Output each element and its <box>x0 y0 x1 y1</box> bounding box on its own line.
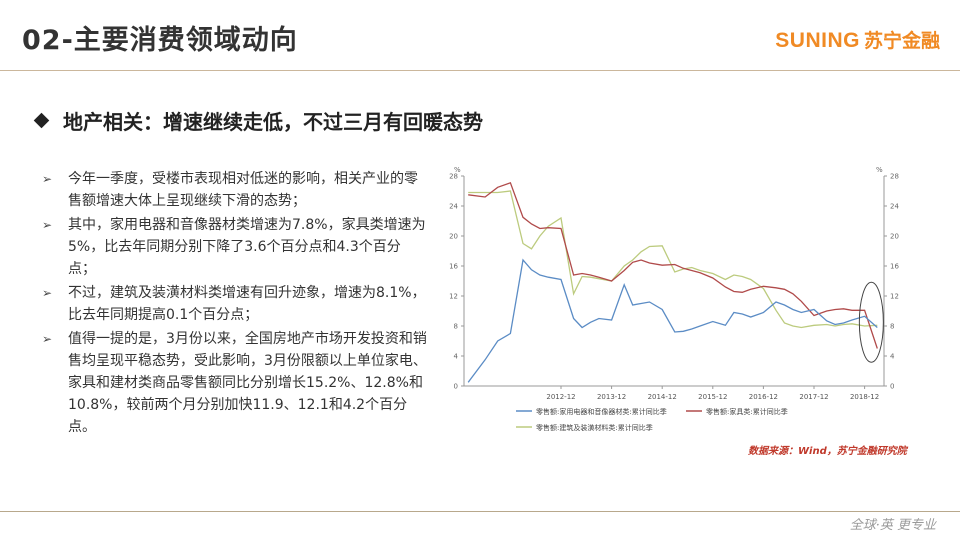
arrow-bullet-icon: ➢ <box>42 286 53 300</box>
bullet-text: 不过，建筑及装潢材料类增速有回升迹象，增速为8.1%，比去年同期提高0.1个百分… <box>68 285 426 323</box>
y-tick-label-left: 0 <box>454 383 458 391</box>
y-unit-right: % <box>876 166 883 174</box>
y-tick-label-right: 16 <box>890 263 899 271</box>
legend-label-0: 零售额:家用电器和音像器材类:累计同比季 <box>536 407 667 416</box>
highlight-ellipse <box>858 281 884 363</box>
subheading-text: 地产相关：增速继续走低，不过三月有回暖态势 <box>63 110 483 134</box>
page-title: 02-主要消费领域动向 <box>22 25 298 56</box>
legend-label-2: 零售额:建筑及装潢材料类:累计同比季 <box>536 423 653 432</box>
y-tick-label-left: 24 <box>449 203 458 211</box>
bullet-list: ➢ 今年一季度，受楼市表现相对低迷的影响，相关产业的零售额增速大体上呈现继续下滑… <box>42 168 427 440</box>
bullet-text: 今年一季度，受楼市表现相对低迷的影响，相关产业的零售额增速大体上呈现继续下滑的态… <box>68 171 418 209</box>
series-line-2 <box>468 190 878 329</box>
data-source-note: 数据来源：Wind，苏宁金融研究院 <box>748 446 907 457</box>
logo-text-en: SUNING <box>775 29 860 52</box>
list-item: ➢ 今年一季度，受楼市表现相对低迷的影响，相关产业的零售额增速大体上呈现继续下滑… <box>42 168 427 212</box>
suning-finance-logo: SUNING 苏宁金融 <box>775 26 940 53</box>
y-tick-label-right: 28 <box>890 173 899 181</box>
arrow-bullet-icon: ➢ <box>42 218 53 232</box>
x-tick-label: 2017-12 <box>799 393 828 401</box>
x-tick-label: 2015-12 <box>698 393 727 401</box>
legend-label-1: 零售额:家具类:累计同比季 <box>706 407 788 416</box>
y-tick-label-right: 20 <box>890 233 899 241</box>
y-unit-left: % <box>454 166 461 174</box>
footer-watermark: 全球·英 更专业 <box>849 518 936 533</box>
arrow-bullet-icon: ➢ <box>42 172 53 186</box>
y-tick-label-right: 4 <box>890 353 895 361</box>
y-tick-label-left: 28 <box>449 173 458 181</box>
y-tick-label-left: 12 <box>449 293 458 301</box>
diamond-bullet-icon <box>33 112 50 129</box>
y-tick-label-right: 8 <box>890 323 894 331</box>
y-tick-label-right: 24 <box>890 203 899 211</box>
series-line-0 <box>467 258 878 383</box>
y-tick-label-left: 16 <box>449 263 458 271</box>
y-tick-label-right: 12 <box>890 293 899 301</box>
x-tick-label: 2016-12 <box>749 393 778 401</box>
x-tick-label: 2013-12 <box>597 393 626 401</box>
footer-divider <box>0 511 960 512</box>
list-item: ➢ 值得一提的是，3月份以来，全国房地产市场开发投资和销售均呈现平稳态势，受此影… <box>42 328 427 438</box>
y-tick-label-left: 20 <box>449 233 458 241</box>
series-line-1 <box>468 181 878 349</box>
retail-growth-chart: %% 0 0 4 4 8 8 12 12 16 16 20 20 24 24 28 28 2012-12 2013-… <box>438 158 920 458</box>
y-tick-label-right: 0 <box>890 383 894 391</box>
y-tick-label-left: 8 <box>454 323 458 331</box>
logo-text-cn: 苏宁金融 <box>863 30 940 52</box>
list-item: ➢ 不过，建筑及装潢材料类增速有回升迹象，增速为8.1%，比去年同期提高0.1个… <box>42 282 427 326</box>
line-chart-svg: % % 0 0 4 4 8 8 12 12 16 16 20 20 24 24 28 28 2012-12 2013-… <box>449 166 899 432</box>
arrow-bullet-icon: ➢ <box>42 332 53 346</box>
x-tick-label: 2012-12 <box>546 393 575 401</box>
section-subheading: 地产相关：增速继续走低，不过三月有回暖态势 <box>33 106 483 135</box>
y-tick-label-left: 4 <box>454 353 459 361</box>
bullet-text: 其中，家用电器和音像器材类增速为7.8%，家具类增速为5%，比去年同期分别下降了… <box>68 217 426 277</box>
header-divider <box>0 70 960 71</box>
list-item: ➢ 其中，家用电器和音像器材类增速为7.8%，家具类增速为5%，比去年同期分别下… <box>42 214 427 280</box>
x-tick-label: 2014-12 <box>648 393 677 401</box>
x-tick-label: 2018-12 <box>850 393 879 401</box>
bullet-text: 值得一提的是，3月份以来，全国房地产市场开发投资和销售均呈现平稳态势，受此影响，… <box>68 331 427 435</box>
